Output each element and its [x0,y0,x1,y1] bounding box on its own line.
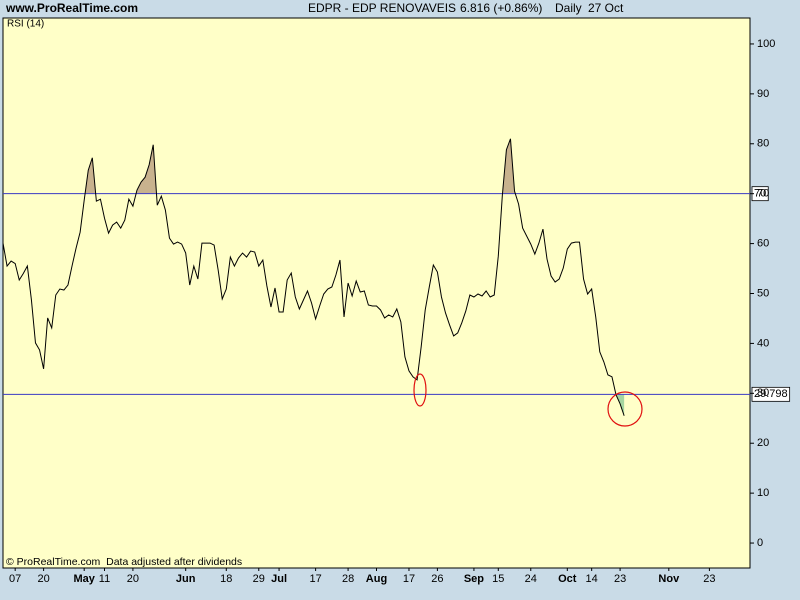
price: 6.816 (+0.86%) [460,1,542,15]
y-tick-label: 0 [757,537,763,549]
level-label: 29.798 [754,388,788,400]
x-tick-label: 18 [220,573,232,585]
x-tick-label: 29 [253,573,265,585]
x-tick-label: 14 [586,573,598,585]
y-tick-label: 80 [757,138,769,150]
level-label-box [751,386,791,402]
y-tick-label: 50 [757,287,769,299]
y-tick-label: 90 [757,88,769,100]
x-tick-label: Nov [658,573,680,585]
x-tick-label: 24 [525,573,537,585]
x-tick-label: Sep [464,573,484,585]
rsi-line [2,138,625,416]
site-name: www.ProRealTime.com [5,1,138,15]
lines [2,138,625,416]
y-tick-label: 70 [757,188,769,200]
x-tick-label: 17 [309,573,321,585]
axes: 0 10 20 30 40 50 60 70 80 90 100 07 20 May 11 20 Jun 18 29… [9,38,775,585]
y-tick-label: 100 [757,38,775,50]
annotation-circle [413,373,427,407]
footer: © ProRealTime.com Data adjusted after di… [6,556,242,568]
y-tick-label: 40 [757,337,769,349]
x-tick-label: 23 [614,573,626,585]
y-tick-label: 60 [757,237,769,249]
x-tick-label: Oct [558,573,577,585]
x-tick-label: Jun [176,573,196,585]
period: Daily [555,1,582,15]
x-tick-label: 17 [403,573,415,585]
annotation-circle [607,391,643,427]
y-tick-label: 20 [757,437,769,449]
x-tick-label: 15 [492,573,504,585]
x-tick-label: 28 [342,573,354,585]
date: 27 Oct [588,1,624,15]
x-tick-label: Jul [271,573,287,585]
levels: 70 29.798 [3,186,791,402]
plot-area [2,17,751,569]
chart-title: EDPR - EDP RENOVAVEIS [308,1,456,15]
x-tick-label: 11 [99,573,110,585]
x-tick-label: May [73,573,95,585]
y-tick-label: 30 [757,387,769,399]
x-tick-label: Aug [366,573,387,585]
x-tick-label: 23 [703,573,715,585]
x-tick-label: 20 [37,573,49,585]
indicator-label: RSI (14) [7,19,44,30]
x-tick-label: 07 [9,573,21,585]
x-tick-label: 26 [431,573,443,585]
x-tick-label: 20 [127,573,139,585]
level-label: 70 [754,188,766,200]
y-tick-label: 10 [757,487,769,499]
